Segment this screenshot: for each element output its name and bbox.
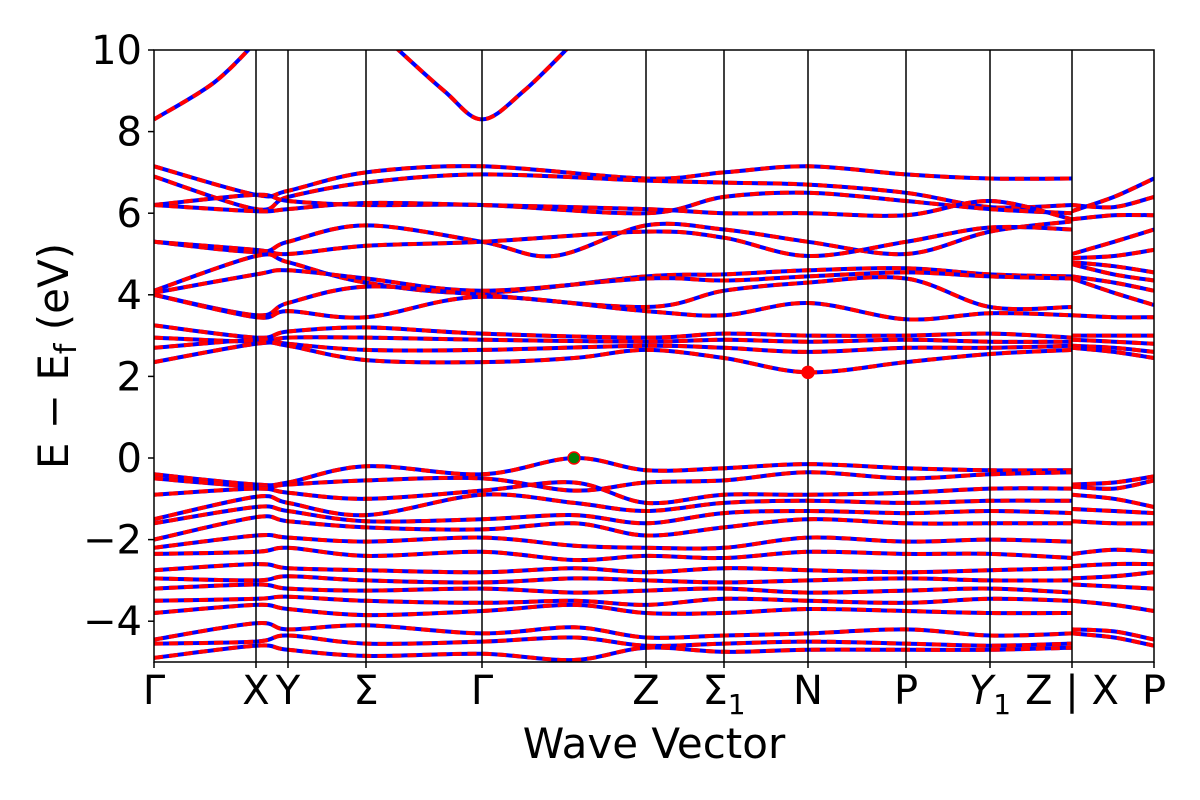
y-tick-label: −2 (83, 518, 142, 564)
y-tick-label: 4 (117, 273, 142, 319)
band-line-spin-down (154, 219, 1073, 259)
band-line-spin-up (1071, 313, 1154, 320)
band-line-spin-down (154, 190, 1073, 216)
y-tick-label: 6 (117, 191, 142, 237)
x-tick-label: Z (632, 668, 659, 714)
band-line-spin-down (154, 594, 1073, 607)
band-line-spin-up (1071, 561, 1154, 569)
x-tick-label: Γ (143, 668, 166, 714)
band-line-spin-up (154, 643, 1073, 662)
band-line-spin-down (154, 504, 1073, 526)
x-tick-label: P (894, 668, 918, 714)
band-line-spin-down (154, 470, 1073, 493)
band-line-spin-up (1071, 570, 1154, 581)
x-tick-label: N (793, 668, 823, 714)
x-tick-label: Y (275, 668, 301, 714)
band-line-spin-up (1071, 345, 1154, 360)
x-tick-label: Σ1 (702, 668, 745, 721)
band-line-spin-up (395, 50, 569, 122)
band-line-spin-up (1071, 582, 1154, 591)
band-line-spin-down (154, 323, 1073, 340)
y-tick-label: 8 (117, 110, 142, 156)
band-line-spin-down (154, 198, 1073, 222)
x-tick-label: Z | X (1025, 668, 1119, 714)
band-line-spin-down (154, 514, 1072, 542)
band-line-spin-down (154, 532, 1073, 551)
band-edge-marker (567, 451, 581, 465)
high-symmetry-lines (255, 50, 1073, 662)
band-line-spin-down (154, 164, 1073, 199)
y-tick-label: 10 (91, 28, 142, 74)
band-line-spin-down (154, 480, 1073, 506)
band-line-spin-down (154, 492, 1073, 522)
band-line-spin-up (1071, 194, 1154, 210)
x-tick-label: Σ (353, 668, 378, 714)
band-line-spin-up (1071, 547, 1154, 556)
band-line-spin-up (1071, 519, 1154, 526)
band-line-spin-down (154, 455, 1073, 488)
band-line-spin-down (1071, 227, 1154, 256)
band-line-spin-down (154, 620, 1073, 642)
band-line-spin-down (154, 582, 1073, 595)
band-line-spin-down (154, 574, 1073, 585)
y-axis-ticks: −4 −2 0 2 4 6 8 10 (83, 28, 154, 645)
band-lines (154, 50, 1154, 662)
band-line-spin-down (154, 562, 1073, 575)
band-line-spin-up (1071, 247, 1154, 261)
band-line-spin-down (154, 633, 1073, 648)
x-tick-label: X (242, 668, 269, 714)
band-line-spin-down (154, 252, 1073, 295)
y-tick-label: 0 (117, 436, 142, 482)
band-line-spin-up (1071, 337, 1154, 346)
band-line-spin-down (395, 50, 569, 122)
x-axis-ticks: Γ X Y Σ Γ Z Σ1 N P Y1 Z | X P (143, 662, 1166, 721)
x-axis-title: Wave Vector (523, 719, 786, 768)
band-line-spin-down (154, 340, 1073, 375)
band-line-spin-down (1071, 276, 1154, 307)
band-line-spin-down (154, 50, 251, 122)
band-line-spin-up (1071, 274, 1154, 293)
band-line-spin-up (1071, 343, 1154, 354)
x-tick-label: Γ (471, 668, 494, 714)
band-line-spin-up (1071, 627, 1154, 642)
band-line-spin-up (1071, 598, 1154, 613)
band-line-spin-down (1071, 176, 1154, 214)
x-tick-label: P (1142, 668, 1166, 714)
band-line-spin-down (154, 224, 1073, 259)
band-edge-markers (567, 365, 815, 465)
band-line-spin-up (154, 50, 251, 122)
x-tick-label: Y1 (969, 668, 1011, 721)
band-line-spin-up (1071, 492, 1154, 509)
band-line-spin-up (1071, 478, 1154, 491)
y-tick-label: −4 (83, 599, 142, 645)
band-line-spin-up (1071, 212, 1154, 222)
band-line-spin-up (1071, 262, 1154, 283)
band-edge-marker (801, 365, 815, 380)
band-line-spin-up (1071, 474, 1154, 487)
band-line-spin-down (154, 545, 1073, 563)
band-line-spin-up (1071, 631, 1154, 648)
y-tick-label: 2 (117, 354, 142, 400)
band-line-spin-down (154, 172, 1073, 212)
band-line-spin-down (154, 268, 1073, 295)
band-line-spin-down (154, 292, 1073, 322)
y-axis-title: E − Ef (eV) (29, 243, 84, 469)
band-line-spin-down (154, 335, 1073, 344)
band-line-spin-up (1071, 507, 1154, 516)
band-line-spin-down (154, 602, 1073, 618)
band-line-spin-down (154, 643, 1073, 662)
plot-frame (153, 49, 1155, 663)
band-line-spin-up (1071, 260, 1154, 275)
